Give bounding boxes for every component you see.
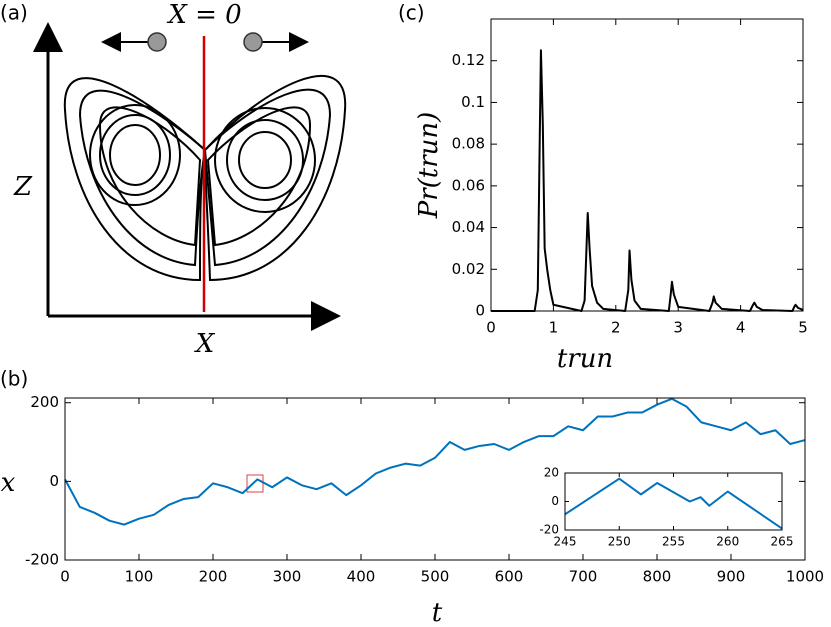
x-tick-label: 5 xyxy=(798,319,808,337)
x-tick-label: 0 xyxy=(60,568,70,586)
x-tick-label: 1000 xyxy=(786,568,824,586)
x-tick-label: 3 xyxy=(673,319,683,337)
y-tick-label: -20 xyxy=(539,523,559,537)
x-tick-label: 255 xyxy=(662,535,685,549)
x-tick-label: 200 xyxy=(199,568,228,586)
x-tick-label: 300 xyxy=(273,568,302,586)
x-axis-label: t xyxy=(432,598,443,627)
y-tick-label: 0 xyxy=(475,302,485,320)
y-tick-label: 20 xyxy=(544,466,559,480)
inset-background xyxy=(565,473,782,530)
z-label: Z xyxy=(13,172,33,202)
panel-label: (b) xyxy=(0,367,28,391)
particle xyxy=(147,32,167,52)
x-tick-label: 1 xyxy=(549,319,559,337)
x-tick-label: 600 xyxy=(495,568,524,586)
x-tick-label: 260 xyxy=(716,535,739,549)
panel-label: (c) xyxy=(398,1,425,25)
zoom-box xyxy=(246,474,264,493)
x-label: X xyxy=(194,329,216,359)
particle xyxy=(243,32,263,52)
annotation: X = 0 xyxy=(166,0,241,30)
data-line xyxy=(491,49,804,312)
y-tick-label: 200 xyxy=(30,393,59,411)
y-tick-label: 0.06 xyxy=(452,176,485,194)
y-axis-label: Pr(trun) xyxy=(414,112,444,220)
x-tick-label: 700 xyxy=(569,568,598,586)
x-tick-label: 900 xyxy=(717,568,746,586)
x-axis-label: trun xyxy=(557,344,613,374)
y-tick-label: 0.12 xyxy=(452,51,485,69)
attractor-panel: (a) X = 0 Z X xyxy=(0,0,347,359)
x-tick-label: 250 xyxy=(608,535,631,549)
x-tick-label: 4 xyxy=(736,319,746,337)
y-tick-label: 0 xyxy=(49,472,59,490)
y-axis-label: x xyxy=(1,468,16,498)
x-tick-label: 0 xyxy=(486,319,496,337)
x-tick-label: 265 xyxy=(771,535,794,549)
axes-box xyxy=(490,18,804,312)
data-line xyxy=(564,477,783,530)
x-tick-label: 100 xyxy=(125,568,154,586)
x-tick-label: 2 xyxy=(611,319,621,337)
x-tick-label: 400 xyxy=(347,568,376,586)
x-tick-label: 800 xyxy=(643,568,672,586)
y-tick-label: 0.04 xyxy=(452,218,485,236)
x-tick-label: 500 xyxy=(421,568,450,586)
data-line xyxy=(64,397,806,526)
y-tick-label: 0 xyxy=(551,494,559,508)
attractor xyxy=(63,75,347,282)
y-tick-label: 0.08 xyxy=(452,135,485,153)
x-tick-label: 245 xyxy=(554,535,577,549)
y-tick-label: 0.1 xyxy=(461,93,485,111)
panel-label: (a) xyxy=(0,1,28,25)
y-tick-label: 0.02 xyxy=(452,260,485,278)
y-tick-label: -200 xyxy=(25,551,59,569)
